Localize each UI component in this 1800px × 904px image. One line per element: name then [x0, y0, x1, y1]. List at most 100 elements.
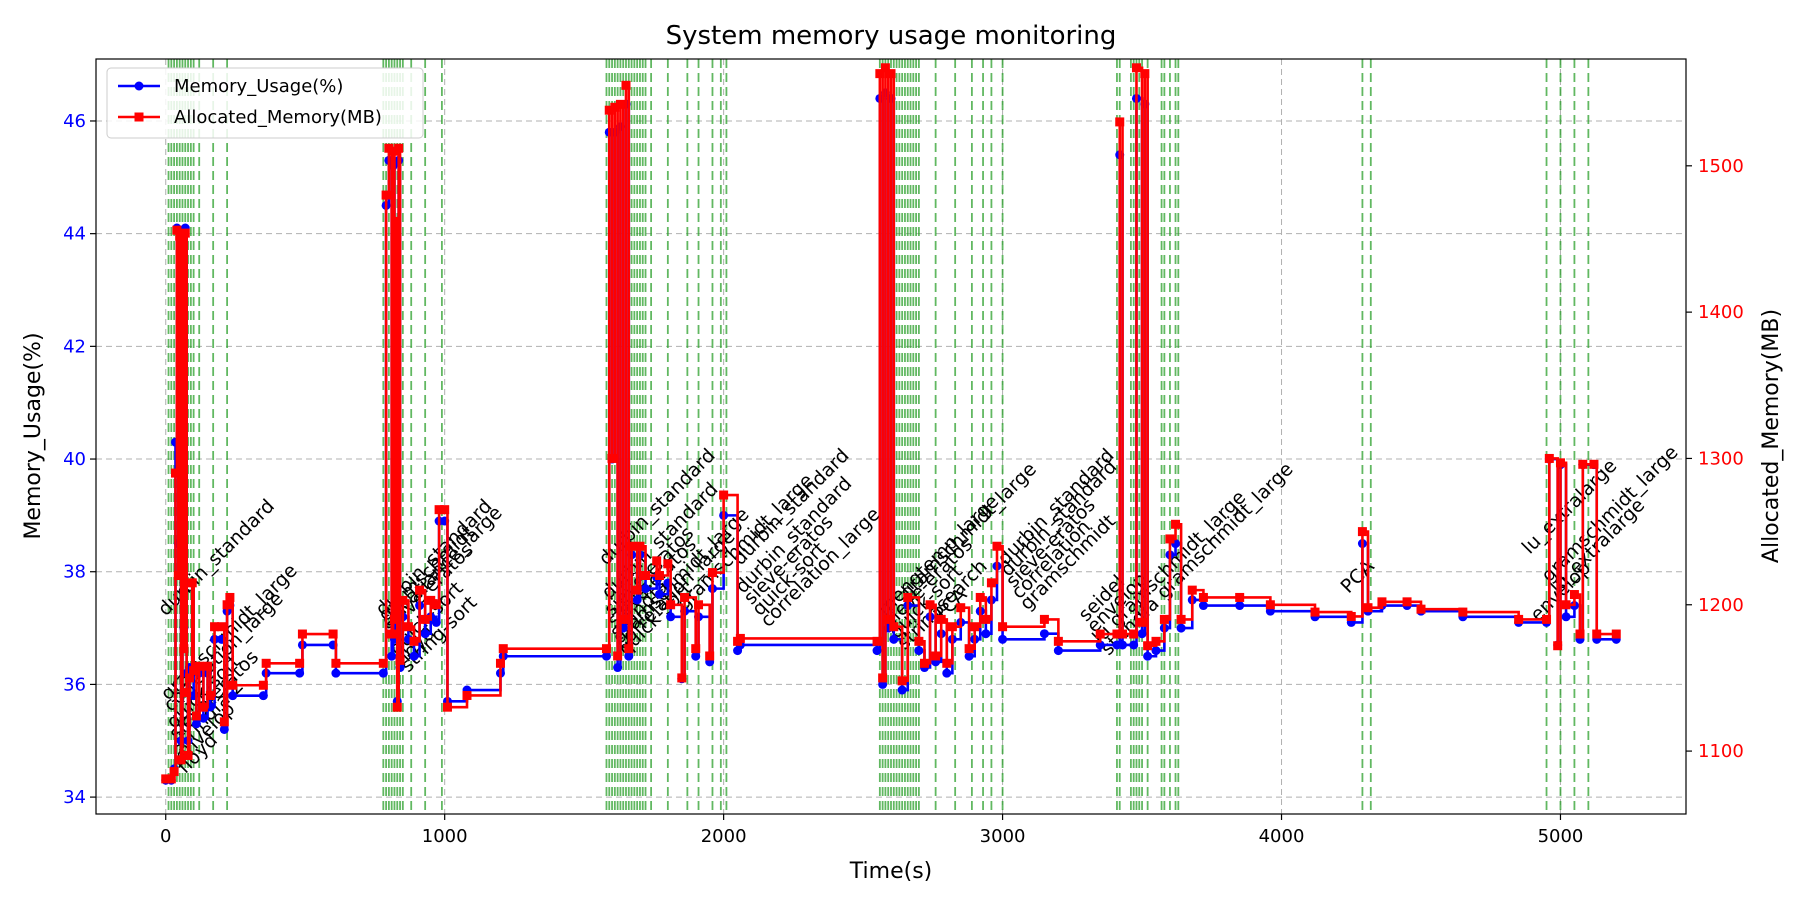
data-point-allocated-memory [498, 644, 508, 654]
y-left-tick-label: 36 [63, 674, 86, 695]
data-point-memory-usage [998, 634, 1008, 644]
data-point-allocated-memory [394, 143, 404, 153]
data-point-allocated-memory [936, 614, 946, 624]
data-point-memory-usage [1143, 651, 1153, 661]
data-point-allocated-memory [228, 680, 238, 690]
data-point-allocated-memory [180, 228, 190, 238]
data-point-memory-usage [1151, 646, 1161, 656]
legend-box [106, 67, 424, 139]
data-point-allocated-memory [462, 690, 472, 700]
data-point-allocated-memory [203, 661, 213, 671]
data-point-allocated-memory [381, 190, 391, 200]
data-point-memory-usage [1198, 601, 1208, 611]
data-point-allocated-memory [189, 666, 199, 676]
data-point-allocated-memory [1402, 597, 1412, 607]
data-point-allocated-memory [680, 592, 690, 602]
data-point-allocated-memory [328, 629, 338, 639]
data-point-allocated-memory [177, 237, 187, 247]
y-axis-left-label: Memory_Usage(%) [21, 332, 46, 539]
data-point-allocated-memory [391, 216, 401, 226]
y-left-tick-label: 40 [63, 449, 86, 470]
data-point-memory-usage [691, 651, 701, 661]
data-point-allocated-memory [1542, 614, 1552, 624]
data-point-allocated-memory [171, 468, 180, 478]
data-point-allocated-memory [426, 595, 436, 605]
data-point-memory-usage [378, 668, 388, 678]
data-point-memory-usage [409, 651, 419, 661]
data-point-allocated-memory [495, 658, 505, 668]
data-point-allocated-memory [956, 603, 966, 613]
data-point-allocated-memory [1416, 604, 1426, 614]
data-point-memory-usage [632, 595, 642, 605]
data-point-allocated-memory [1346, 611, 1356, 621]
data-point-allocated-memory [1198, 592, 1208, 602]
data-point-allocated-memory [1095, 629, 1105, 639]
data-point-allocated-memory [219, 717, 229, 727]
x-tick-label: 5000 [1538, 826, 1584, 847]
data-point-memory-usage [889, 634, 899, 644]
data-point-allocated-memory [217, 622, 227, 632]
data-point-allocated-memory [883, 614, 893, 624]
data-point-allocated-memory [210, 622, 220, 632]
data-point-allocated-memory [166, 774, 176, 784]
data-point-allocated-memory [1151, 636, 1161, 646]
data-point-memory-usage [613, 663, 623, 673]
data-point-allocated-memory [1039, 614, 1049, 624]
data-point-allocated-memory [1458, 607, 1468, 617]
data-point-allocated-memory [1187, 585, 1197, 595]
data-point-allocated-memory [914, 636, 924, 646]
data-point-allocated-memory [173, 571, 183, 581]
data-point-allocated-memory [1611, 629, 1621, 639]
data-point-allocated-memory [389, 614, 399, 624]
data-point-allocated-memory [1129, 629, 1139, 639]
data-point-memory-usage [420, 629, 430, 639]
data-point-allocated-memory [222, 600, 232, 610]
y-right-tick-label: 1300 [1698, 448, 1744, 469]
data-point-memory-usage [228, 691, 238, 701]
data-point-memory-usage [191, 719, 201, 729]
data-point-allocated-memory [1377, 597, 1387, 607]
data-point-allocated-memory [975, 592, 985, 602]
data-point-allocated-memory [1569, 590, 1579, 600]
data-point-allocated-memory [618, 614, 628, 624]
data-point-allocated-memory [258, 680, 268, 690]
data-point-memory-usage [641, 584, 651, 594]
data-point-memory-usage [198, 713, 208, 723]
data-point-allocated-memory [964, 644, 974, 654]
data-point-allocated-memory [613, 651, 623, 661]
data-point-allocated-memory [1159, 614, 1169, 624]
data-point-allocated-memory [378, 658, 388, 668]
chart-legend: Memory_Usage(%) Allocated_Memory(MB) [106, 67, 424, 139]
data-point-memory-usage [1053, 646, 1063, 656]
event-annotation: PCA [1336, 556, 1378, 598]
data-point-allocated-memory [1165, 534, 1175, 544]
data-point-allocated-memory [604, 105, 614, 115]
data-point-allocated-memory [191, 711, 201, 721]
data-point-memory-usage [897, 685, 907, 695]
data-point-allocated-memory [621, 80, 631, 90]
legend-label-memory-usage: Memory_Usage(%) [174, 76, 343, 97]
data-point-memory-usage [1137, 629, 1147, 639]
data-point-memory-usage [654, 589, 664, 599]
y-axis-right-label: Allocated_Memory(MB) [1759, 309, 1784, 563]
data-point-allocated-memory [1363, 603, 1373, 613]
data-point-allocated-memory [872, 636, 882, 646]
data-point-allocated-memory [295, 658, 305, 668]
data-point-allocated-memory [420, 614, 430, 624]
data-point-memory-usage [258, 691, 268, 701]
data-point-memory-usage [1561, 612, 1571, 622]
data-point-allocated-memory [663, 559, 673, 569]
data-point-allocated-memory [1265, 600, 1275, 610]
data-point-allocated-memory [677, 673, 687, 683]
data-point-allocated-memory [225, 592, 235, 602]
y-left-tick-label: 42 [63, 336, 86, 357]
data-point-allocated-memory [1553, 641, 1563, 651]
data-point-allocated-memory [635, 541, 645, 551]
data-point-memory-usage [601, 651, 611, 661]
x-tick-label: 2000 [701, 826, 747, 847]
data-point-allocated-memory [705, 651, 715, 661]
data-point-allocated-memory [398, 595, 408, 605]
data-point-allocated-memory [875, 69, 885, 79]
data-point-allocated-memory [1561, 600, 1571, 610]
data-point-memory-usage [1118, 640, 1128, 650]
